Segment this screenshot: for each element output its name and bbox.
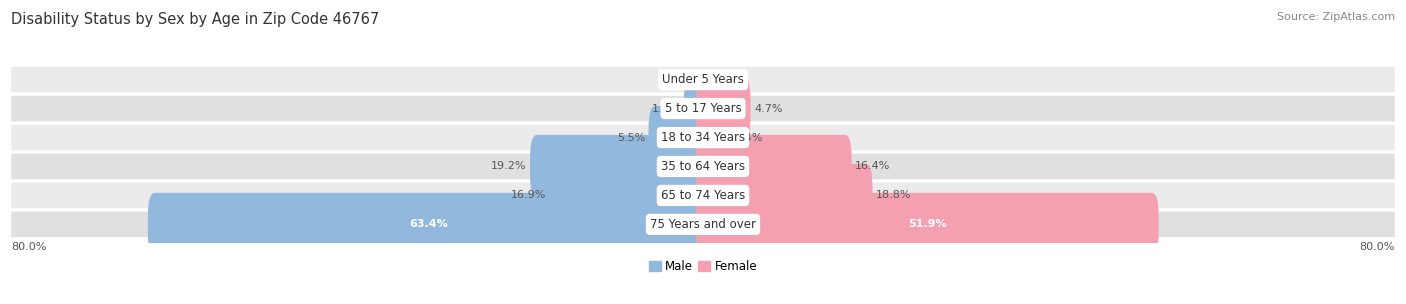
FancyBboxPatch shape <box>11 154 1395 179</box>
FancyBboxPatch shape <box>648 106 710 169</box>
FancyBboxPatch shape <box>696 135 852 198</box>
FancyBboxPatch shape <box>11 125 1395 150</box>
Text: Source: ZipAtlas.com: Source: ZipAtlas.com <box>1277 12 1395 22</box>
FancyBboxPatch shape <box>550 164 710 227</box>
Text: 1.4%: 1.4% <box>652 104 681 114</box>
Text: 5 to 17 Years: 5 to 17 Years <box>665 102 741 115</box>
FancyBboxPatch shape <box>683 77 710 140</box>
Text: 75 Years and over: 75 Years and over <box>650 218 756 231</box>
FancyBboxPatch shape <box>696 106 731 169</box>
Text: 19.2%: 19.2% <box>491 161 527 171</box>
Text: 18.8%: 18.8% <box>876 190 911 200</box>
FancyBboxPatch shape <box>696 164 873 227</box>
Legend: Male, Female: Male, Female <box>644 255 762 278</box>
FancyBboxPatch shape <box>11 183 1395 208</box>
FancyBboxPatch shape <box>11 67 1395 92</box>
FancyBboxPatch shape <box>696 77 751 140</box>
FancyBboxPatch shape <box>148 193 710 256</box>
Text: 16.4%: 16.4% <box>855 161 890 171</box>
Text: 0.0%: 0.0% <box>665 74 693 85</box>
Text: 80.0%: 80.0% <box>1360 242 1395 252</box>
FancyBboxPatch shape <box>696 193 1159 256</box>
Text: 16.9%: 16.9% <box>512 190 547 200</box>
Text: 80.0%: 80.0% <box>11 242 46 252</box>
FancyBboxPatch shape <box>530 135 710 198</box>
Text: 4.7%: 4.7% <box>754 104 783 114</box>
Text: 0.0%: 0.0% <box>713 74 741 85</box>
Text: 35 to 64 Years: 35 to 64 Years <box>661 160 745 173</box>
Text: 65 to 74 Years: 65 to 74 Years <box>661 189 745 202</box>
Text: 63.4%: 63.4% <box>409 219 449 230</box>
FancyBboxPatch shape <box>11 212 1395 237</box>
Text: 5.5%: 5.5% <box>617 133 645 143</box>
Text: 2.4%: 2.4% <box>734 133 762 143</box>
Text: Under 5 Years: Under 5 Years <box>662 73 744 86</box>
Text: 51.9%: 51.9% <box>908 219 946 230</box>
Text: Disability Status by Sex by Age in Zip Code 46767: Disability Status by Sex by Age in Zip C… <box>11 12 380 27</box>
Text: 18 to 34 Years: 18 to 34 Years <box>661 131 745 144</box>
FancyBboxPatch shape <box>11 96 1395 121</box>
